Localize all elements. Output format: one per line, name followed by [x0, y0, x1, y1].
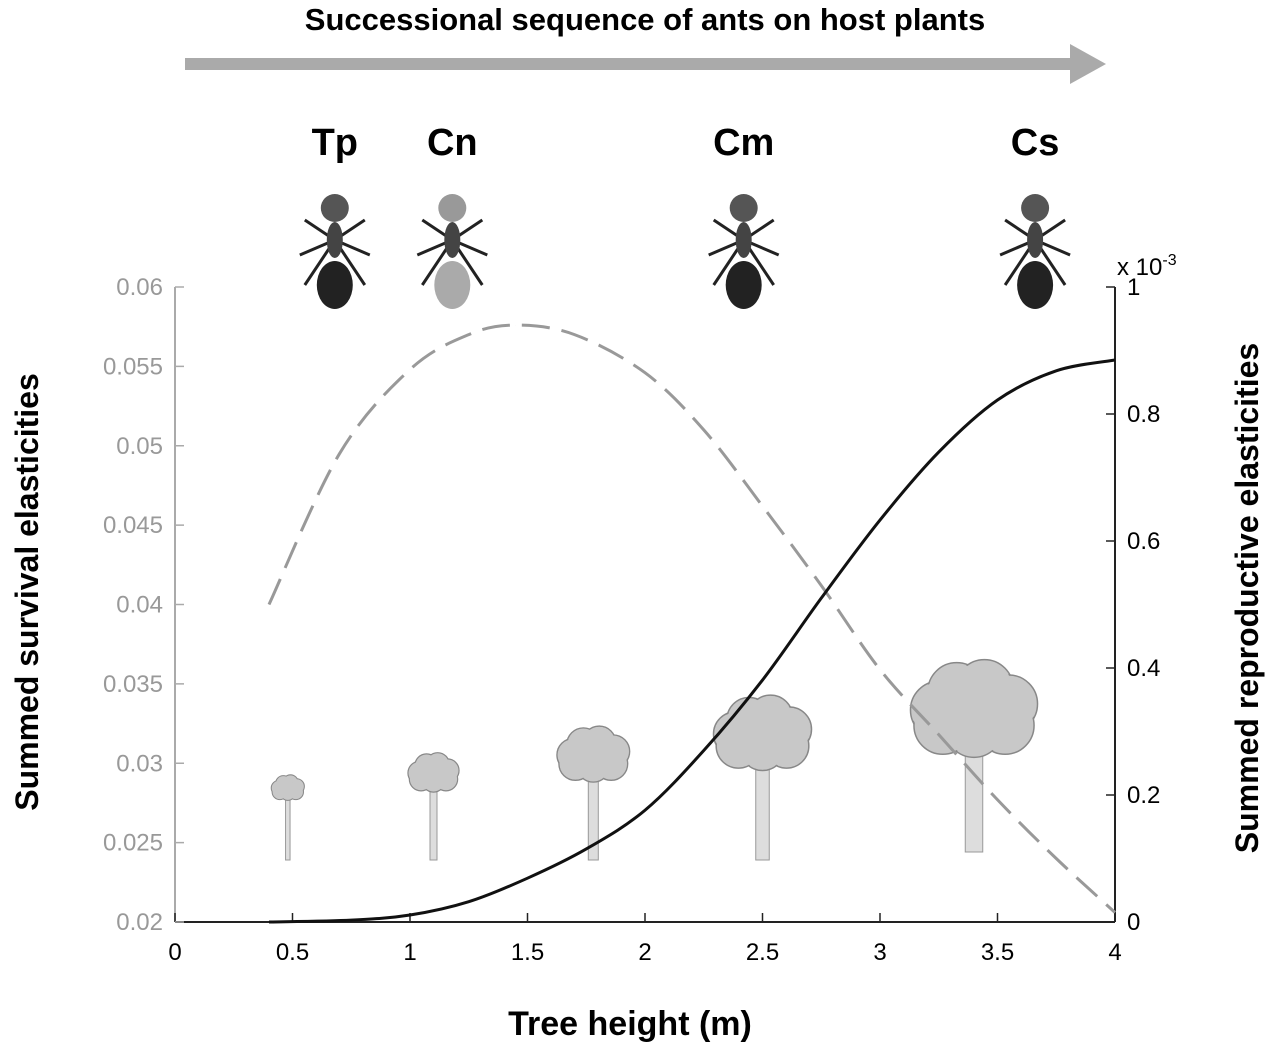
- x-tick-label: 1.5: [511, 939, 544, 966]
- right-tick-label: 1: [1127, 274, 1140, 301]
- right-tick-label: 0.6: [1127, 528, 1160, 555]
- ant-label: Tp: [312, 122, 358, 164]
- tree-icon: [909, 658, 1039, 853]
- tree-icon: [712, 694, 813, 861]
- succession-arrow-head: [1070, 44, 1106, 84]
- left-tick-label: 0.06: [116, 274, 163, 301]
- left-tick-label: 0.03: [116, 750, 163, 777]
- right-tick-label: 0: [1127, 909, 1140, 936]
- right-tick-label: 0.8: [1127, 401, 1160, 428]
- tree-icon: [270, 774, 305, 861]
- ant-icon: [416, 194, 488, 309]
- x-tick-label: 4: [1108, 939, 1121, 966]
- left-tick-label: 0.025: [103, 830, 163, 857]
- tree-icon: [407, 752, 460, 861]
- right-tick-label: 0.4: [1127, 655, 1160, 682]
- tree-icon: [556, 725, 631, 861]
- x-tick-label: 2.5: [746, 939, 779, 966]
- ant-icon: [299, 194, 371, 309]
- x-tick-label: 0.5: [276, 939, 309, 966]
- ant-icon: [708, 194, 780, 309]
- left-tick-label: 0.055: [103, 353, 163, 380]
- ant-label: Cm: [713, 122, 774, 164]
- x-tick-label: 0: [168, 939, 181, 966]
- x-axis-label: Tree height (m): [508, 1005, 752, 1043]
- x-tick-label: 3: [873, 939, 886, 966]
- right-axis-label: Summed reproductive elasticities: [1229, 343, 1265, 853]
- x-tick-label: 3.5: [981, 939, 1014, 966]
- left-tick-label: 0.035: [103, 671, 163, 698]
- x-tick-label: 1: [403, 939, 416, 966]
- right-axis-multiplier: x 10-3: [1117, 252, 1177, 281]
- left-axis-label: Summed survival elasticities: [9, 373, 45, 811]
- series-line-survival: [267, 323, 1117, 914]
- ant-label: Cs: [1011, 122, 1060, 164]
- ant-icon: [999, 194, 1071, 309]
- x-tick-label: 2: [638, 939, 651, 966]
- left-tick-label: 0.04: [116, 592, 163, 619]
- left-tick-label: 0.05: [116, 433, 163, 460]
- series-line-reproductive: [268, 358, 1116, 924]
- left-tick-label: 0.045: [103, 512, 163, 539]
- chart-title: Successional sequence of ants on host pl…: [305, 2, 985, 37]
- right-tick-label: 0.2: [1127, 782, 1160, 809]
- left-tick-label: 0.02: [116, 909, 163, 936]
- ant-label: Cn: [427, 122, 478, 164]
